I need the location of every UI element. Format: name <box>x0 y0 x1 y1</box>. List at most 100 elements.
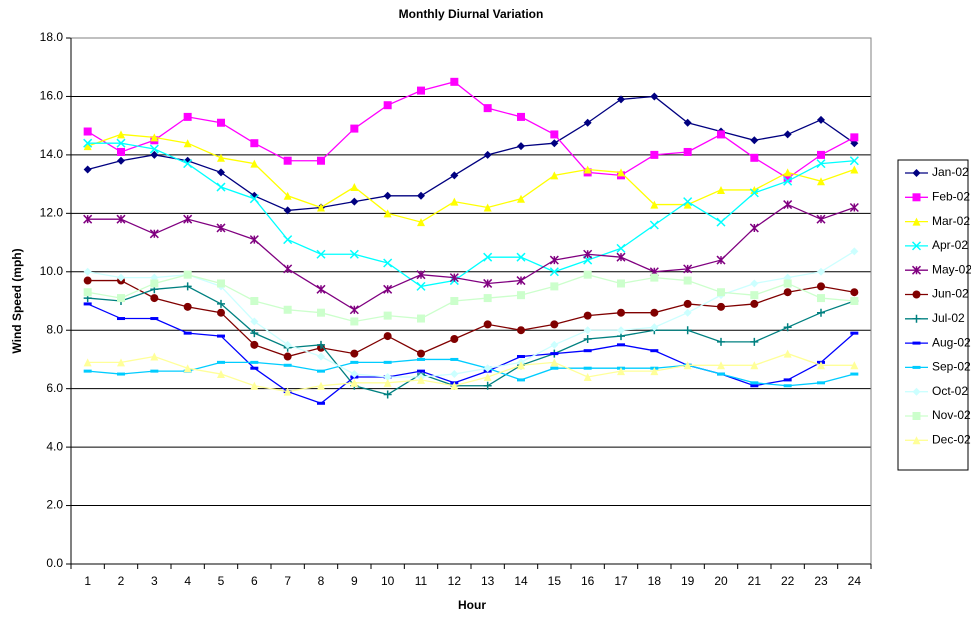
marker <box>617 367 625 376</box>
marker <box>783 384 792 388</box>
marker <box>550 320 559 329</box>
marker <box>783 168 792 177</box>
marker <box>850 247 859 256</box>
marker <box>617 168 625 177</box>
marker <box>616 243 626 253</box>
legend-marker <box>912 365 921 369</box>
marker <box>383 101 392 110</box>
marker <box>717 130 725 139</box>
marker <box>517 378 525 382</box>
y-tick-label: 2.0 <box>46 498 63 512</box>
marker <box>850 288 859 297</box>
marker <box>383 258 393 268</box>
marker <box>649 220 659 230</box>
x-tick-label: 19 <box>681 574 695 588</box>
legend-marker <box>912 314 921 323</box>
marker <box>383 372 392 381</box>
marker <box>850 133 859 142</box>
x-tick-label: 21 <box>748 574 762 588</box>
legend-marker <box>912 436 921 445</box>
marker <box>150 369 159 373</box>
marker <box>417 86 425 95</box>
marker <box>716 217 726 227</box>
x-tick-label: 7 <box>284 574 291 588</box>
marker <box>283 156 292 165</box>
marker <box>749 223 759 233</box>
marker <box>483 104 492 113</box>
legend-label: Jan-02 <box>932 165 969 179</box>
marker <box>183 270 192 279</box>
marker <box>217 299 225 308</box>
series-line <box>87 95 855 212</box>
marker <box>250 139 259 148</box>
marker <box>183 159 193 169</box>
marker <box>249 235 259 245</box>
x-tick-label: 4 <box>184 574 191 588</box>
legend-label: Apr-02 <box>932 238 968 252</box>
marker <box>450 381 459 390</box>
marker <box>317 352 325 361</box>
marker <box>317 369 325 373</box>
marker <box>850 331 859 335</box>
marker <box>817 177 825 186</box>
x-tick-label: 8 <box>318 574 325 588</box>
marker <box>117 147 125 156</box>
marker <box>617 326 625 335</box>
marker <box>217 308 225 317</box>
marker <box>83 127 92 136</box>
series-line <box>87 142 855 288</box>
marker <box>783 349 792 358</box>
marker <box>450 77 459 86</box>
marker <box>683 200 692 209</box>
marker <box>550 130 559 139</box>
marker <box>683 197 693 207</box>
series-line <box>87 285 855 396</box>
legend-marker <box>912 341 921 345</box>
marker <box>117 294 125 303</box>
marker <box>850 372 859 376</box>
marker <box>183 331 192 335</box>
y-tick-label: 4.0 <box>46 439 63 453</box>
marker <box>283 235 293 245</box>
marker <box>217 118 225 127</box>
marker <box>83 267 92 276</box>
x-tick-label: 11 <box>415 574 428 588</box>
marker <box>650 323 659 332</box>
marker <box>516 276 526 286</box>
marker <box>750 291 759 300</box>
marker <box>583 326 592 335</box>
marker <box>550 366 559 370</box>
marker <box>416 281 426 291</box>
marker <box>217 168 225 177</box>
marker <box>683 264 693 274</box>
y-tick-label: 12.0 <box>40 206 64 220</box>
marker <box>583 270 592 279</box>
marker <box>617 95 625 104</box>
marker <box>783 176 793 186</box>
marker <box>417 375 425 384</box>
marker <box>350 378 359 387</box>
marker <box>183 112 192 121</box>
marker <box>450 297 459 305</box>
marker <box>583 311 592 320</box>
legend-label: May-02 <box>932 262 971 276</box>
marker <box>116 138 126 148</box>
marker <box>650 367 659 376</box>
marker <box>717 302 725 311</box>
marker <box>717 288 725 297</box>
x-tick-label: 12 <box>448 574 462 588</box>
marker <box>83 302 92 306</box>
marker <box>717 185 725 194</box>
x-tick-label: 2 <box>118 574 125 588</box>
marker <box>517 355 525 359</box>
marker <box>483 203 492 212</box>
marker <box>583 118 592 127</box>
marker <box>283 352 292 361</box>
marker <box>517 291 525 300</box>
marker <box>283 264 293 274</box>
marker <box>83 214 93 224</box>
legend-label: Oct-02 <box>932 384 968 398</box>
x-tick-label: 22 <box>781 574 795 588</box>
y-tick-label: 8.0 <box>46 322 63 336</box>
marker <box>550 352 559 356</box>
